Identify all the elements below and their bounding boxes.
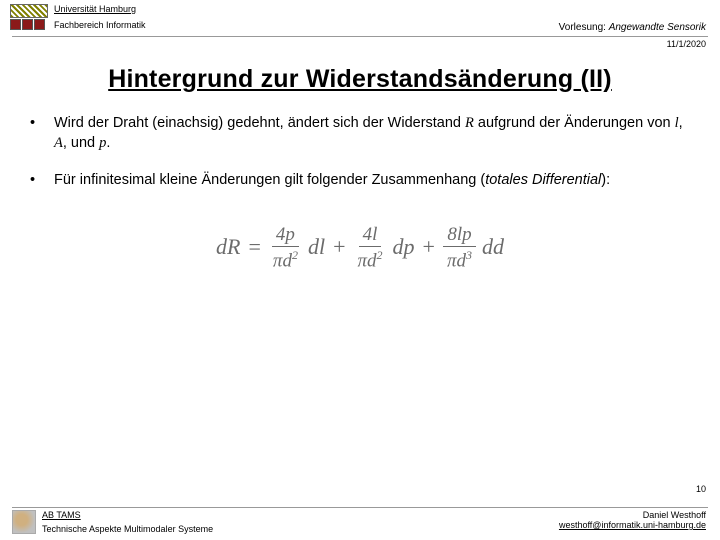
bullet-marker: • [30, 171, 54, 191]
slide-title: Hintergrund zur Widerstandsänderung (II) [0, 65, 720, 94]
slide-content: • Wird der Draht (einachsig) gedehnt, än… [0, 114, 720, 270]
eq-diff: dl [308, 234, 325, 260]
footer-left: AB TAMS Technische Aspekte Multimodaler … [42, 510, 213, 534]
bullet-text: Wird der Draht (einachsig) gedehnt, ände… [54, 114, 690, 153]
bullet-text: Für infinitesimal kleine Änderungen gilt… [54, 171, 610, 191]
bullet-marker: • [30, 114, 54, 153]
eq-diff: dp [393, 234, 415, 260]
equation: dR = 4p πd2 dl + 4l πd2 dp + 8lp πd3 dd [30, 225, 690, 270]
slide-footer: AB TAMS Technische Aspekte Multimodaler … [0, 505, 720, 540]
slide-date: 11/1/2020 [0, 37, 720, 49]
eq-plus: + [421, 234, 437, 260]
university-logo [10, 4, 48, 34]
university-name: Universität Hamburg [54, 4, 710, 14]
eq-plus: + [331, 234, 347, 260]
lab-subtitle: Technische Aspekte Multimodaler Systeme [42, 524, 213, 534]
lecture-title: Angewandte Sensorik [609, 22, 706, 33]
lab-name: AB TAMS [42, 510, 213, 520]
page-number: 10 [696, 484, 706, 494]
lecture-label: Vorlesung: Angewandte Sensorik [559, 22, 706, 33]
eq-frac: 8lp πd3 [443, 225, 476, 270]
slide-header: Universität Hamburg Fachbereich Informat… [0, 0, 720, 34]
bullet-item: • Wird der Draht (einachsig) gedehnt, än… [30, 114, 690, 153]
author-name: Daniel Westhoff [559, 510, 706, 520]
eq-frac: 4p πd2 [269, 225, 302, 270]
eq-lhs: dR [216, 234, 240, 260]
eq-frac: 4l πd2 [353, 225, 386, 270]
footer-divider [12, 507, 708, 508]
lecture-prefix: Vorlesung: [559, 22, 609, 33]
bullet-item: • Für infinitesimal kleine Änderungen gi… [30, 171, 690, 191]
footer-right: Daniel Westhoff westhoff@informatik.uni-… [559, 510, 706, 530]
eq-equals: = [246, 234, 262, 260]
author-email: westhoff@informatik.uni-hamburg.de [559, 520, 706, 530]
eq-diff: dd [482, 234, 504, 260]
lab-logo [12, 510, 36, 534]
